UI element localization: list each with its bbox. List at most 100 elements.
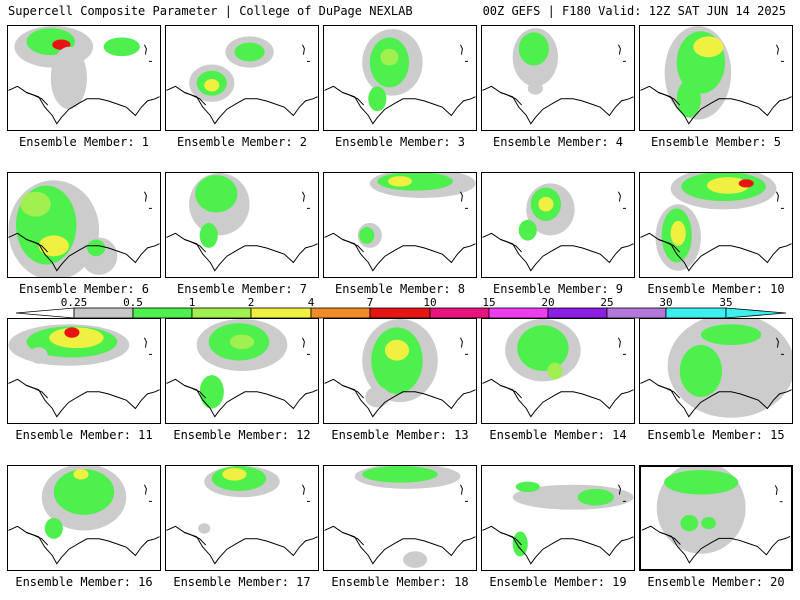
- coastline: [8, 232, 160, 272]
- scp-contour-red: [64, 327, 80, 338]
- colorbar-swatch: [132, 307, 193, 319]
- scp-contour-green: [676, 80, 701, 118]
- ensemble-panel-8[interactable]: [323, 172, 477, 278]
- colorbar-tick-label: 10: [423, 296, 437, 309]
- colorbar-swatch: [250, 307, 312, 319]
- scp-map: [166, 173, 318, 272]
- scp-contour-green: [195, 175, 238, 213]
- scp-contour-yellow: [73, 469, 89, 480]
- ensemble-panel-1[interactable]: [7, 25, 161, 131]
- great-lakes-outline: [617, 337, 626, 355]
- coastline: [482, 525, 634, 565]
- ensemble-member-label: Ensemble Member: 5: [650, 135, 782, 149]
- scp-map: [8, 466, 160, 565]
- colorbar-swatch: [547, 307, 608, 319]
- scp-contour-green: [199, 375, 224, 409]
- coastline: [640, 232, 792, 272]
- scp-map: [324, 173, 476, 272]
- ensemble-panel-13[interactable]: [323, 318, 477, 424]
- ensemble-panel-14[interactable]: [481, 318, 635, 424]
- great-lakes-outline: [143, 337, 152, 355]
- coastline: [166, 232, 318, 272]
- ensemble-panel-12[interactable]: [165, 318, 319, 424]
- great-lakes-outline: [143, 484, 152, 502]
- border-line: [184, 239, 207, 253]
- ensemble-panel-2[interactable]: [165, 25, 319, 131]
- colorbar-arrow-high: [725, 307, 787, 319]
- great-lakes-outline: [775, 191, 784, 209]
- coastline: [8, 378, 160, 418]
- scp-contour-green: [359, 227, 375, 244]
- coastline: [8, 85, 160, 125]
- scp-map: [166, 36, 318, 125]
- coastline: [324, 232, 476, 272]
- great-lakes-outline: [459, 44, 468, 62]
- great-lakes-outline: [301, 191, 310, 209]
- ensemble-panel-3[interactable]: [323, 25, 477, 131]
- scp-map: [482, 319, 634, 418]
- ensemble-member-label: Ensemble Member: 14: [489, 428, 627, 442]
- ensemble-member-label: Ensemble Member: 11: [15, 428, 153, 442]
- scp-contour-yellow: [204, 79, 220, 92]
- great-lakes-outline: [459, 191, 468, 209]
- coastline: [166, 525, 318, 565]
- ensemble-panel-7[interactable]: [165, 172, 319, 278]
- ensemble-member-label: Ensemble Member: 10: [647, 282, 785, 296]
- scp-contour-lime: [229, 334, 255, 350]
- scp-contour-green: [362, 466, 438, 483]
- ensemble-panel-11[interactable]: [7, 318, 161, 424]
- ensemble-panel-9[interactable]: [481, 172, 635, 278]
- ensemble-member-label: Ensemble Member: 18: [331, 575, 469, 589]
- great-lakes-outline: [774, 485, 783, 503]
- scp-contour-green: [103, 37, 140, 57]
- colorbar-tick-label: 2: [247, 296, 255, 309]
- scp-contour-gray: [403, 551, 428, 568]
- coastline: [482, 378, 634, 418]
- scp-contour-yellow: [670, 220, 686, 246]
- ensemble-panel-18[interactable]: [323, 465, 477, 571]
- border-line: [342, 385, 365, 399]
- great-lakes-outline: [301, 337, 310, 355]
- coastline: [640, 378, 792, 418]
- scp-contour-gray: [29, 347, 48, 364]
- ensemble-panel-16[interactable]: [7, 465, 161, 571]
- ensemble-member-label: Ensemble Member: 3: [334, 135, 466, 149]
- coastline: [166, 378, 318, 418]
- ensemble-panel-6[interactable]: [7, 172, 161, 278]
- scp-contour-yellow: [538, 196, 554, 212]
- ensemble-panel-4[interactable]: [481, 25, 635, 131]
- great-lakes-outline: [301, 484, 310, 502]
- colorbar-swatch: [488, 307, 549, 319]
- border-line: [500, 532, 523, 546]
- scp-map: [482, 481, 634, 565]
- scp-map: [8, 324, 160, 418]
- border-line: [500, 239, 523, 253]
- border-line: [184, 92, 207, 106]
- ensemble-panel-5[interactable]: [639, 25, 793, 131]
- great-lakes-outline: [775, 44, 784, 62]
- ensemble-panel-20[interactable]: [639, 465, 793, 571]
- scp-contour-yellow: [38, 235, 69, 257]
- scp-contour-green: [701, 516, 716, 530]
- coastline: [482, 232, 634, 272]
- border-line: [500, 385, 523, 399]
- border-line: [26, 532, 49, 546]
- great-lakes-outline: [775, 337, 784, 355]
- scp-contour-gray: [198, 523, 211, 534]
- ensemble-panel-15[interactable]: [639, 318, 793, 424]
- scp-contour-lime: [547, 362, 563, 380]
- ensemble-panel-10[interactable]: [639, 172, 793, 278]
- scp-contour-green: [577, 488, 614, 506]
- scp-contour-green: [679, 345, 723, 397]
- scp-contour-yellow: [384, 339, 410, 361]
- scp-contour-gray: [50, 46, 88, 110]
- ensemble-member-label: Ensemble Member: 17: [173, 575, 311, 589]
- ensemble-panel-19[interactable]: [481, 465, 635, 571]
- ensemble-member-label: Ensemble Member: 7: [176, 282, 308, 296]
- scp-contour-red: [738, 179, 754, 188]
- ensemble-panel-17[interactable]: [165, 465, 319, 571]
- coastline: [482, 85, 634, 125]
- colorbar-swatch: [191, 307, 252, 319]
- coastline: [324, 378, 476, 418]
- scp-contour-gray: [527, 82, 543, 95]
